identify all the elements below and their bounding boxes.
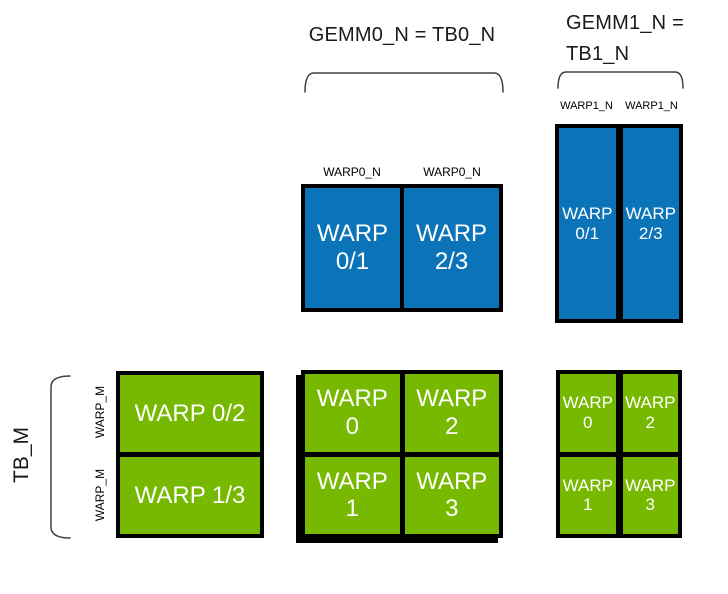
warp-m-label-top: WARP_M bbox=[93, 385, 107, 439]
warp-tile-line1: WARP bbox=[415, 220, 488, 248]
warp-tile-2: WARP 2 bbox=[622, 374, 678, 452]
warp-tile-line1: WARP bbox=[562, 393, 613, 413]
warp-tile-2-3: WARP 2/3 bbox=[404, 188, 499, 308]
warp-tile-3: WARP 3 bbox=[622, 456, 678, 534]
gemm1-n-heading-line2: TB1_N bbox=[566, 43, 630, 65]
warp-tile-line1: WARP bbox=[562, 475, 613, 495]
warp-tile-line2: 0 bbox=[583, 412, 593, 432]
blue-warp-grid-gemm0: WARP 0/1 WARP 2/3 bbox=[301, 184, 503, 312]
warp1-n-label-right: WARP1_N bbox=[625, 100, 678, 112]
green-warp-grid-left: WARP 0/2 WARP 1/3 bbox=[116, 371, 264, 538]
warp-tile-line1: WARP bbox=[416, 467, 488, 495]
warp-tile-line1: WARP bbox=[316, 385, 388, 413]
warp-tile-line1: WARP bbox=[416, 385, 488, 413]
warp-tile-2: WARP 2 bbox=[404, 374, 499, 452]
warp-tile-line1: WARP bbox=[625, 393, 676, 413]
gemm0-n-extent-bracket bbox=[304, 72, 504, 93]
warp-tile-3: WARP 3 bbox=[404, 456, 499, 534]
warp0-n-label-right: WARP0_N bbox=[423, 165, 481, 179]
warp-tile-line1: WARP bbox=[625, 475, 676, 495]
warp-tile-line2: 1 bbox=[583, 495, 593, 515]
warp-tile-line2: 0/1 bbox=[335, 248, 370, 275]
warp1-n-label-left: WARP1_N bbox=[560, 100, 613, 112]
green-warp-grid-gemm1: WARP 0 WARP 2 WARP 1 WARP 3 bbox=[556, 370, 682, 538]
warp-tile-line1: WARP bbox=[316, 220, 389, 248]
warp-tile-line1: WARP bbox=[316, 467, 388, 495]
warp-tile-line2: 0/1 bbox=[575, 223, 600, 243]
gemm1-n-extent-bracket bbox=[557, 71, 684, 89]
warp-tile-line1: WARP bbox=[562, 203, 613, 223]
warp-tile-0: WARP 0 bbox=[305, 374, 400, 452]
warp-tile-line2: 3 bbox=[645, 495, 655, 515]
warp-tile-label: WARP 0/2 bbox=[134, 399, 246, 427]
tb-m-label: TB_M bbox=[10, 426, 33, 484]
warp-tile-0-1: WARP 0/1 bbox=[559, 128, 616, 319]
warp-tile-line2: 1 bbox=[345, 495, 359, 523]
warp-tile-label: WARP 1/3 bbox=[134, 481, 246, 509]
warp-tile-0: WARP 0 bbox=[560, 374, 616, 452]
gemm0-n-heading: GEMM0_N = TB0_N bbox=[308, 24, 496, 46]
gemm1-n-heading-line1: GEMM1_N = bbox=[566, 12, 684, 34]
warp-tile-1: WARP 1 bbox=[305, 456, 400, 534]
warp-tile-line2: 2/3 bbox=[434, 248, 469, 275]
warp-tile-line2: 2 bbox=[645, 412, 655, 432]
warp-tile-line2: 2/3 bbox=[638, 223, 663, 243]
warp-tile-line2: 2 bbox=[445, 412, 459, 440]
warp-tile-0-2: WARP 0/2 bbox=[120, 375, 260, 452]
blue-warp-grid-gemm1: WARP 0/1 WARP 2/3 bbox=[555, 124, 683, 323]
tb-m-extent-bracket bbox=[50, 375, 71, 539]
warp-tile-1: WARP 1 bbox=[560, 456, 616, 534]
warp-tile-1-3: WARP 1/3 bbox=[120, 457, 260, 534]
warp0-n-label-left: WARP0_N bbox=[323, 165, 381, 179]
warp-tile-line2: 0 bbox=[345, 412, 359, 440]
warp-tile-line1: WARP bbox=[625, 203, 676, 223]
green-warp-grid-gemm0: WARP 0 WARP 2 WARP 1 WARP 3 bbox=[301, 370, 503, 538]
gemm1-n-heading: GEMM1_N = TB1_N bbox=[566, 8, 716, 70]
warp-tile-line2: 3 bbox=[445, 495, 459, 523]
warp-m-label-bottom: WARP_M bbox=[93, 468, 107, 522]
warp-tile-2-3: WARP 2/3 bbox=[622, 128, 679, 319]
warp-tile-0-1: WARP 0/1 bbox=[305, 188, 400, 308]
